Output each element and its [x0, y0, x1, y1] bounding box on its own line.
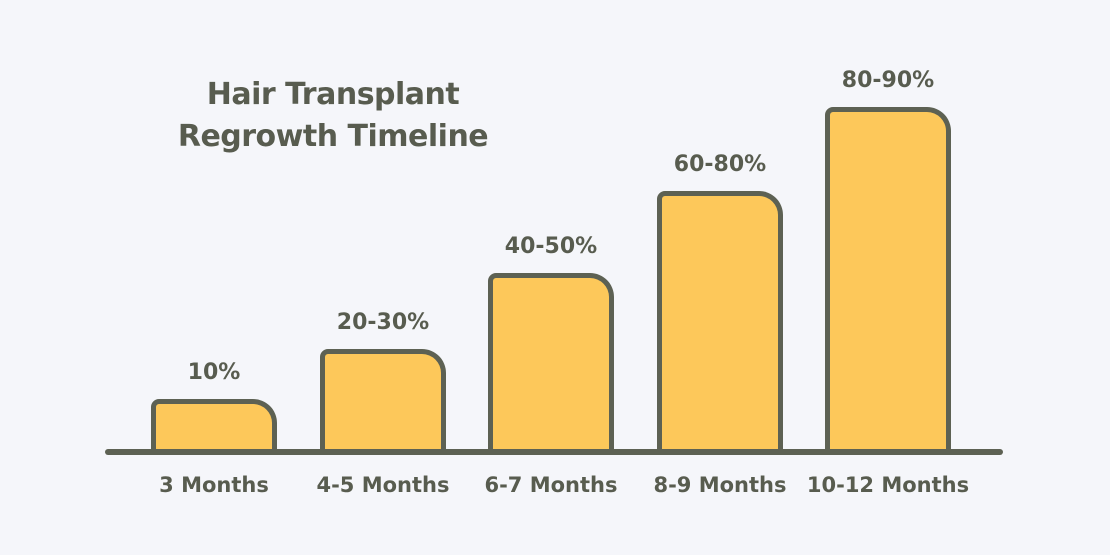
bar-group: 10% 3 Months [131, 0, 297, 555]
bar-group: 20-30% 4-5 Months [300, 0, 466, 555]
chart-title-line2: Regrowth Timeline [177, 119, 489, 154]
bar [488, 273, 614, 454]
bar-group: 40-50% 6-7 Months [468, 0, 634, 555]
bar [151, 399, 277, 454]
bar-value-label: 10% [187, 360, 241, 385]
chart-title-line1: Hair Transplant [206, 77, 460, 112]
bar [320, 349, 446, 454]
bar-value-label: 80-90% [841, 68, 935, 93]
bar [825, 107, 951, 454]
x-axis-line [105, 449, 1003, 455]
bar-value-label: 20-30% [336, 310, 430, 335]
x-axis-label: 8-9 Months [653, 473, 787, 497]
bar-value-label: 60-80% [673, 152, 767, 177]
bar-group: 80-90% 10-12 Months [805, 0, 971, 555]
x-axis-label: 4-5 Months [316, 473, 450, 497]
x-axis-label: 10-12 Months [806, 473, 970, 497]
bar-value-label: 40-50% [504, 234, 598, 259]
x-axis-label: 6-7 Months [484, 473, 618, 497]
bar [657, 191, 783, 454]
chart-title: Hair Transplant Regrowth Timeline [133, 74, 533, 158]
x-axis-label: 3 Months [159, 473, 269, 497]
bar-group: 60-80% 8-9 Months [637, 0, 803, 555]
